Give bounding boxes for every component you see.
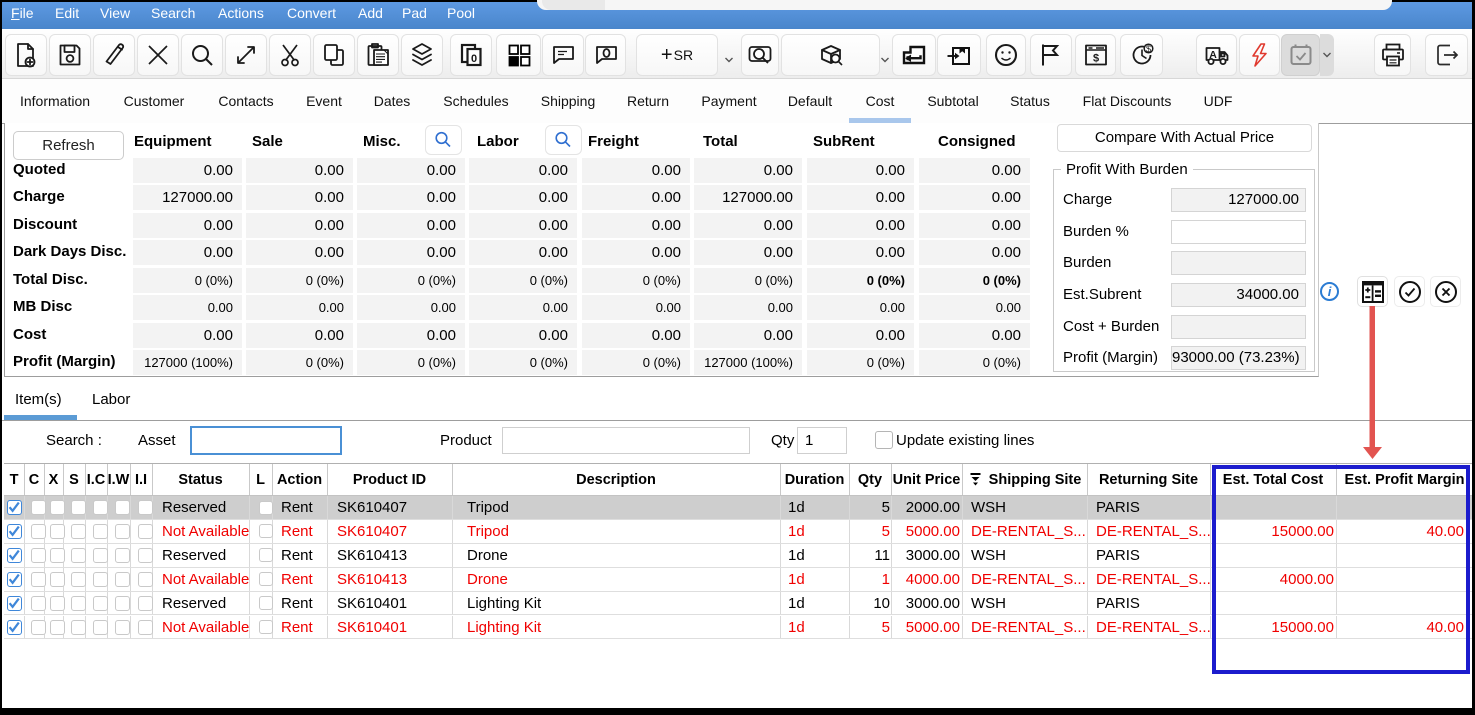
svg-text:$: $ — [1145, 44, 1150, 54]
svg-text:A: A — [1209, 49, 1217, 61]
svg-text:0: 0 — [471, 53, 477, 65]
svg-text:$: $ — [1092, 53, 1098, 65]
